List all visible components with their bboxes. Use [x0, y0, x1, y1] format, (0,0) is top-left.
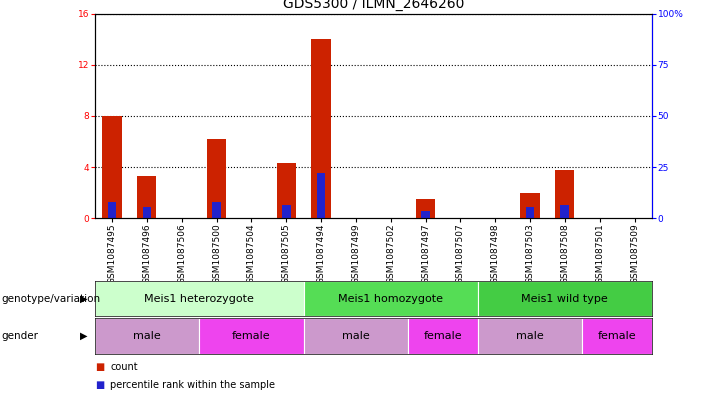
- Text: Meis1 wild type: Meis1 wild type: [522, 294, 608, 304]
- Text: ▶: ▶: [80, 294, 88, 304]
- Text: Meis1 homozygote: Meis1 homozygote: [338, 294, 443, 304]
- Bar: [108, 202, 116, 218]
- Bar: [555, 170, 574, 218]
- Text: male: male: [342, 331, 369, 341]
- Bar: [520, 193, 540, 218]
- Bar: [421, 211, 430, 218]
- Title: GDS5300 / ILMN_2646260: GDS5300 / ILMN_2646260: [283, 0, 464, 11]
- Bar: [199, 318, 304, 354]
- Text: male: male: [516, 331, 544, 341]
- Text: genotype/variation: genotype/variation: [1, 294, 100, 304]
- Text: Meis1 heterozygote: Meis1 heterozygote: [144, 294, 254, 304]
- Text: percentile rank within the sample: percentile rank within the sample: [110, 380, 275, 390]
- Bar: [212, 202, 221, 218]
- Bar: [95, 318, 199, 354]
- Bar: [478, 281, 652, 316]
- Text: count: count: [110, 362, 137, 373]
- Text: female: female: [423, 331, 462, 341]
- Bar: [561, 205, 569, 218]
- Text: ■: ■: [95, 362, 104, 373]
- Bar: [416, 199, 435, 218]
- Text: ▶: ▶: [80, 331, 88, 341]
- Text: gender: gender: [1, 331, 39, 341]
- Text: female: female: [598, 331, 637, 341]
- Bar: [478, 318, 583, 354]
- Text: male: male: [133, 331, 161, 341]
- Bar: [304, 281, 478, 316]
- Bar: [277, 163, 296, 218]
- Bar: [317, 173, 325, 218]
- Bar: [526, 207, 534, 218]
- Bar: [207, 139, 226, 218]
- Bar: [311, 39, 331, 218]
- Bar: [142, 207, 151, 218]
- Bar: [102, 116, 122, 218]
- Bar: [583, 318, 652, 354]
- Bar: [95, 281, 304, 316]
- Bar: [304, 318, 408, 354]
- Text: ■: ■: [95, 380, 104, 390]
- Text: female: female: [232, 331, 271, 341]
- Bar: [137, 176, 156, 218]
- Bar: [282, 205, 290, 218]
- Bar: [408, 318, 478, 354]
